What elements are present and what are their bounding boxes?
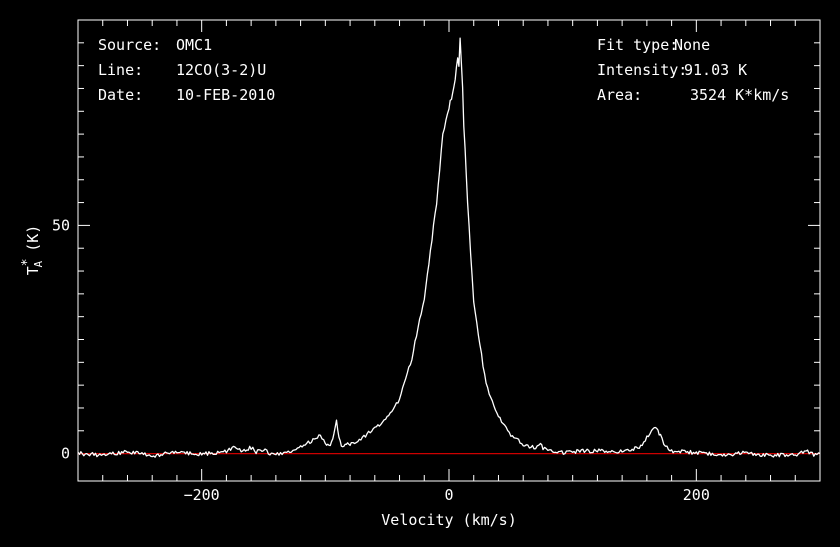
line-value: 12CO(3-2)U xyxy=(176,61,266,79)
y-axis-label-star: * xyxy=(20,258,35,266)
source-label: Source: xyxy=(98,36,161,54)
x-tick-label: 200 xyxy=(683,486,710,504)
x-tick-label: −200 xyxy=(184,486,220,504)
axis-ticks: −200 0 200 0 50 xyxy=(52,20,821,504)
fit-type-label: Fit type: xyxy=(597,36,678,54)
intensity-value: 91.03 K xyxy=(684,61,747,79)
line-label: Line: xyxy=(98,61,143,79)
y-axis-label: T*A (K) xyxy=(20,225,45,276)
y-axis-label-t: T xyxy=(24,266,42,275)
intensity-label: Intensity: xyxy=(597,61,687,79)
y-axis-label-sub: A xyxy=(32,260,45,267)
x-tick-label: 0 xyxy=(444,486,453,504)
y-axis-label-unit: (K) xyxy=(24,225,42,261)
date-label: Date: xyxy=(98,86,143,104)
source-value: OMC1 xyxy=(176,36,212,54)
x-axis-label: Velocity (km/s) xyxy=(381,511,516,529)
y-tick-label: 50 xyxy=(52,216,70,234)
fit-type-value: None xyxy=(674,36,710,54)
area-label: Area: xyxy=(597,86,642,104)
spectrum-line xyxy=(77,37,821,458)
area-value: 3524 K*km/s xyxy=(690,86,789,104)
date-value: 10-FEB-2010 xyxy=(176,86,275,104)
y-tick-label: 0 xyxy=(61,445,70,463)
svg-text:T*A (K): T*A (K) xyxy=(20,225,45,276)
